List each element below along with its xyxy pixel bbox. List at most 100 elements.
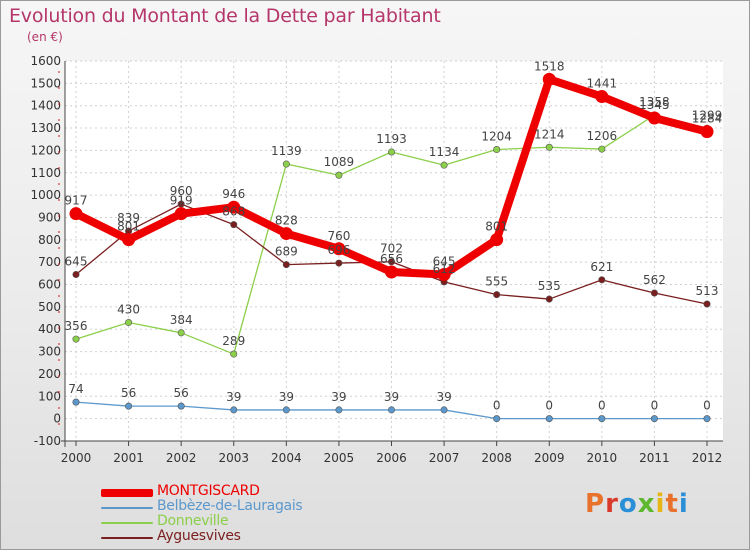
x-tick-label: 2010 [587,451,618,465]
data-label: 0 [598,399,606,413]
legend-label: Donneville [157,513,229,529]
data-label: 535 [538,279,561,293]
y-tick-label: 0 [53,412,61,426]
data-label: 513 [696,284,719,298]
data-label: 1518 [534,59,565,73]
data-label: 917 [65,194,88,208]
x-tick-label: 2011 [639,451,670,465]
data-label: 0 [703,399,711,413]
chart-unit: (en €) [27,30,63,44]
x-tick-label: 2003 [218,451,249,465]
data-label: 1204 [481,130,512,144]
legend-item: Donneville [101,513,421,530]
series-point [440,406,448,414]
legend-swatch [101,537,153,539]
y-tick-label: 800 [38,233,61,247]
logo-letter: P [585,489,606,519]
data-label: 1206 [587,129,618,143]
series-point [598,276,606,284]
y-tick-label: 1600 [30,54,61,68]
data-label: 612 [433,262,456,276]
y-tick-label: 900 [38,210,61,224]
series-point [598,145,606,153]
y-tick-label: 1400 [30,99,61,113]
data-label: 555 [485,275,508,289]
data-label: 0 [493,399,501,413]
data-label: 868 [222,205,245,219]
logo-letter: o [618,489,638,519]
data-label: 839 [117,211,140,225]
data-label: 656 [380,252,403,266]
legend-label: Belbèze-de-Lauragais [157,498,303,514]
data-label: 56 [174,386,189,400]
data-label: 645 [65,254,88,268]
legend-item: Ayguesvives [101,528,421,545]
plot-area [65,61,723,441]
series-point [177,329,185,337]
data-label: 384 [170,313,193,327]
data-label: 645 [433,254,456,268]
data-label: 74 [68,382,83,396]
legend-item: MONTGISCARD [101,483,421,500]
y-tick-label: 1500 [30,76,61,90]
legend-swatch [101,489,153,497]
data-label: 430 [117,303,140,317]
series-point [230,406,238,414]
data-label: 801 [485,220,508,234]
legend-swatch [101,522,153,524]
y-tick-label: 600 [38,278,61,292]
series-point [545,143,553,151]
x-tick-label: 2007 [429,451,460,465]
data-label: 356 [65,319,88,333]
series-point [490,233,504,247]
x-tick-label: 2008 [481,451,512,465]
y-tick-label: 300 [38,345,61,359]
series-point [72,335,80,343]
series-point [72,398,80,406]
series-point [72,270,80,278]
logo-letter: x [637,489,656,519]
series-point [703,415,711,423]
data-label: 39 [384,390,399,404]
series-point [493,415,501,423]
data-label: 621 [590,260,613,274]
series-point [703,300,711,308]
x-tick-label: 2004 [271,451,302,465]
y-tick-label: 1300 [30,121,61,135]
series-point [69,207,83,221]
data-label: 1345 [639,98,670,112]
data-label: 1214 [534,127,565,141]
data-label: 1193 [376,132,407,146]
series-point [650,289,658,297]
data-label: 289 [222,334,245,348]
series-point [493,291,501,299]
series-point [279,227,293,241]
legend: MONTGISCARD Belbèze-de-Lauragais Donnevill… [101,483,421,545]
data-label: 696 [327,243,350,257]
series-point [177,402,185,410]
proxiti-logo: Proxiti [585,489,689,519]
y-tick-label: 700 [38,255,61,269]
data-label: 1134 [429,145,460,159]
series-point [230,221,238,229]
data-label: 39 [331,390,346,404]
series-point [282,261,290,269]
series-point [122,233,136,247]
series-point [440,161,448,169]
series-point [335,406,343,414]
y-tick-label: 500 [38,300,61,314]
logo-letter: i [655,489,666,519]
data-label: 1139 [271,144,302,158]
y-tick-label: 200 [38,367,61,381]
x-tick-label: 2012 [692,451,723,465]
y-tick-label: 100 [38,389,61,403]
logo-letter: i [678,489,689,519]
series-point [174,207,188,221]
legend-swatch [101,507,153,509]
series-point [387,148,395,156]
series-point [335,171,343,179]
y-tick-label: 1200 [30,143,61,157]
series-point [437,267,451,281]
x-tick-label: 2002 [166,451,197,465]
